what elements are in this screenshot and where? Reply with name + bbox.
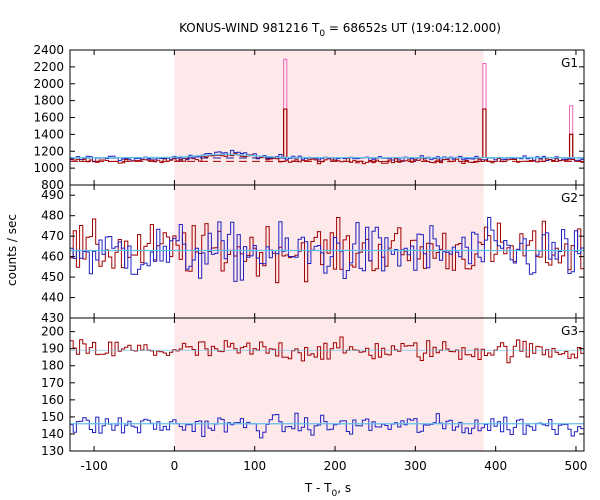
chart-title: KONUS-WIND 981216 T0 = 68652s UT (19:04:… xyxy=(179,21,501,39)
y-tick-label: 430 xyxy=(41,311,64,325)
series-blue xyxy=(70,412,584,439)
y-tick-label: 2000 xyxy=(33,77,64,91)
y-tick-label: 200 xyxy=(41,325,64,339)
y-tick-label: 2200 xyxy=(33,60,64,74)
y-tick-label: 170 xyxy=(41,376,64,390)
spike-red-2 xyxy=(568,133,574,158)
y-tick-label: 460 xyxy=(41,250,64,264)
y-tick-label: 190 xyxy=(41,342,64,356)
panel-label: G2 xyxy=(561,191,578,205)
y-axis-title: counts / sec xyxy=(5,214,19,286)
y-tick-label: 800 xyxy=(41,178,64,192)
series-group xyxy=(70,217,584,284)
y-tick-label: 470 xyxy=(41,229,64,243)
y-tick-label: 1800 xyxy=(33,94,64,108)
xlabel-suffix: , s xyxy=(337,481,351,495)
panel-label: G3 xyxy=(561,324,578,338)
series-red xyxy=(70,336,584,364)
x-tick-label: 200 xyxy=(324,459,347,473)
panels-group: 800 1000 1200 1400 1600 1800 2000 2200 2400 G1 430… xyxy=(33,43,585,458)
shaded-interval xyxy=(174,318,484,451)
y-tick-label: 1200 xyxy=(33,144,64,158)
panel-frame xyxy=(69,317,585,452)
y-tick-label: 490 xyxy=(41,188,64,202)
title-suffix: = 68652s UT (19:04:12.000) xyxy=(325,21,501,35)
title-prefix: KONUS-WIND 981216 T xyxy=(179,21,320,35)
panel-label: G1 xyxy=(561,56,578,70)
y-tick-label: 150 xyxy=(41,410,64,424)
series-blue xyxy=(70,217,584,282)
y-tick-label: 480 xyxy=(41,209,64,223)
series-group xyxy=(70,58,584,165)
x-tick-label: 100 xyxy=(243,459,266,473)
shaded-interval xyxy=(174,50,484,185)
x-tick-label: 300 xyxy=(404,459,427,473)
shaded-interval xyxy=(174,185,484,318)
y-tick-label: 440 xyxy=(41,291,64,305)
spike-pink-0 xyxy=(283,58,288,158)
series-group xyxy=(70,336,584,439)
y-tick-label: 130 xyxy=(41,444,64,458)
x-tick-label: 0 xyxy=(171,459,179,473)
panel-g3: 130 140 150 160 170 180 190 200 G3 xyxy=(41,317,585,458)
spike-red-1 xyxy=(482,108,487,158)
xlabel-prefix: T - T xyxy=(304,481,332,495)
x-tick-label: 500 xyxy=(565,459,588,473)
x-tick-label: -100 xyxy=(80,459,107,473)
y-tick-label: 2400 xyxy=(33,43,64,57)
spike-red-0 xyxy=(283,108,288,158)
y-tick-label: 1400 xyxy=(33,127,64,141)
title-subscript: 0 xyxy=(319,29,325,39)
y-tick-label: 450 xyxy=(41,270,64,284)
y-tick-label: 1600 xyxy=(33,111,64,125)
y-tick-label: 140 xyxy=(41,427,64,441)
xlabel-subscript: 0 xyxy=(332,489,338,499)
x-tick-label: 400 xyxy=(484,459,507,473)
fit-curve xyxy=(70,153,584,159)
y-tick-label: 180 xyxy=(41,359,64,373)
spike-pink-2 xyxy=(569,105,574,158)
y-tick-label: 160 xyxy=(41,393,64,407)
x-axis-title: T - T0, s xyxy=(304,481,351,499)
y-tick-label: 1000 xyxy=(33,161,64,175)
panel-g2: 430 440 450 460 470 480 490 G2 xyxy=(41,184,585,325)
x-axis: -100 0 100 200 300 400 500 xyxy=(80,459,587,473)
panel-g1: 800 1000 1200 1400 1600 1800 2000 2200 2400 G1 xyxy=(33,43,585,192)
